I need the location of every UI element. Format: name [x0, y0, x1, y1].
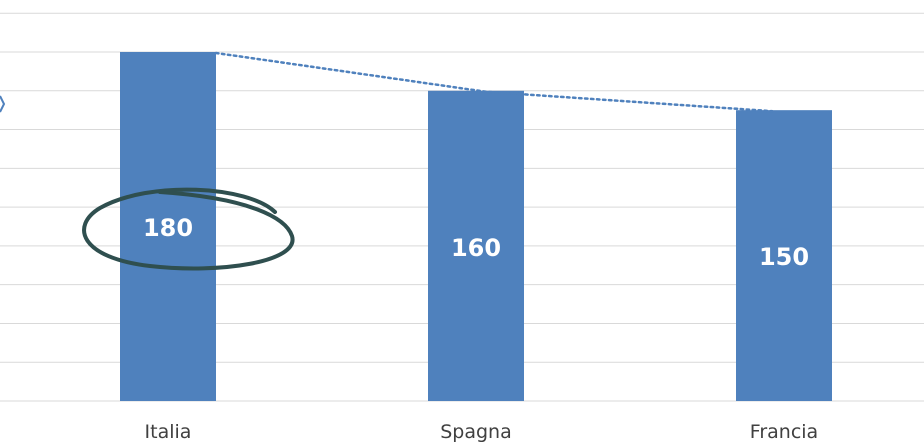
bars — [120, 52, 832, 402]
bar-italia — [120, 52, 216, 401]
category-label-italia: Italia — [145, 421, 192, 443]
trendline — [214, 51, 774, 113]
category-labels: Italia Spagna Francia — [145, 421, 819, 443]
bar-francia — [736, 110, 832, 402]
left-edge-marker — [0, 95, 6, 113]
bar-spagna — [428, 90, 524, 402]
trendline-group — [214, 51, 774, 113]
data-label-francia: 150 — [759, 243, 809, 271]
data-labels: 180 160 150 — [143, 214, 809, 271]
category-label-spagna: Spagna — [440, 421, 512, 443]
data-label-spagna: 160 — [451, 234, 501, 262]
annotation-group — [82, 187, 295, 271]
annotation-ellipse — [82, 187, 295, 271]
data-label-italia: 180 — [143, 214, 193, 242]
category-label-francia: Francia — [750, 421, 818, 443]
